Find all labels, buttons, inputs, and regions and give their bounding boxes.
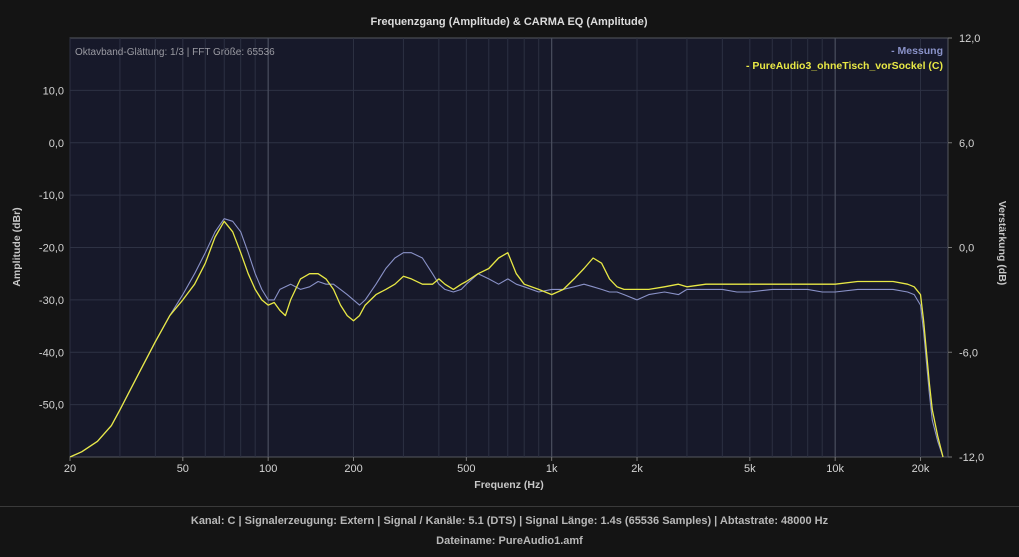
y2-axis-label: Verstärkung (dB): [996, 201, 1008, 286]
x-tick-label: 5k: [744, 463, 756, 475]
y-axis-label: Amplitude (dBr): [11, 207, 23, 286]
x-tick-label: 100: [259, 463, 277, 475]
x-tick-label: 20k: [912, 463, 930, 475]
frequency-response-chart: Frequenzgang (Amplitude) & CARMA EQ (Amp…: [11, 16, 1008, 491]
series-line-1: [69, 220, 944, 458]
status-footer: Kanal: C | Signalerzeugung: Extern | Sig…: [0, 506, 1019, 557]
y-tick-label: -40,0: [39, 347, 64, 359]
x-tick-label: 2k: [631, 463, 643, 475]
chart-subtitle: Oktavband-Glättung: 1/3 | FFT Größe: 655…: [75, 47, 275, 58]
legend-item-messung[interactable]: - Messung: [891, 45, 943, 57]
series-line-0: [69, 218, 944, 458]
y2-tick-label: 0,0: [959, 243, 974, 255]
x-tick-label: 1k: [546, 463, 558, 475]
grid-minor: [69, 38, 948, 457]
signal-info: Kanal: C | Signalerzeugung: Extern | Sig…: [190, 515, 829, 527]
y2-tick-label: 6,0: [959, 138, 974, 150]
y-tick-label: -20,0: [39, 243, 64, 255]
x-tick-label: 200: [344, 463, 362, 475]
y-tick-label: -50,0: [39, 400, 64, 412]
y-tick-label: 0,0: [49, 138, 64, 150]
y2-tick-label: -6,0: [959, 347, 978, 359]
grid-major: [267, 38, 836, 457]
legend-item-pureaudio[interactable]: - PureAudio3_ohneTisch_vorSockel (C): [746, 60, 943, 72]
x-tick-label: 50: [177, 463, 189, 475]
y-tick-label: -10,0: [39, 190, 64, 202]
axis-layer: 20 50 100 200 500 1k 2k 5k 10k 20k 10,0 0,0 -10,0 -20…: [39, 33, 984, 475]
x-tick-label: 20: [64, 463, 76, 475]
file-name: Dateiname: PureAudio1.amf: [436, 535, 583, 547]
y2-tick-label: -12,0: [959, 452, 984, 464]
x-axis-label: Frequenz (Hz): [474, 479, 543, 491]
y-tick-label: -30,0: [39, 295, 64, 307]
x-tick-label: 500: [457, 463, 475, 475]
series-layer: [69, 218, 944, 458]
y2-tick-label: 12,0: [959, 33, 980, 45]
chart-title: Frequenzgang (Amplitude) & CARMA EQ (Amp…: [370, 16, 647, 28]
x-tick-label: 10k: [826, 463, 844, 475]
y-tick-label: 10,0: [43, 85, 64, 97]
